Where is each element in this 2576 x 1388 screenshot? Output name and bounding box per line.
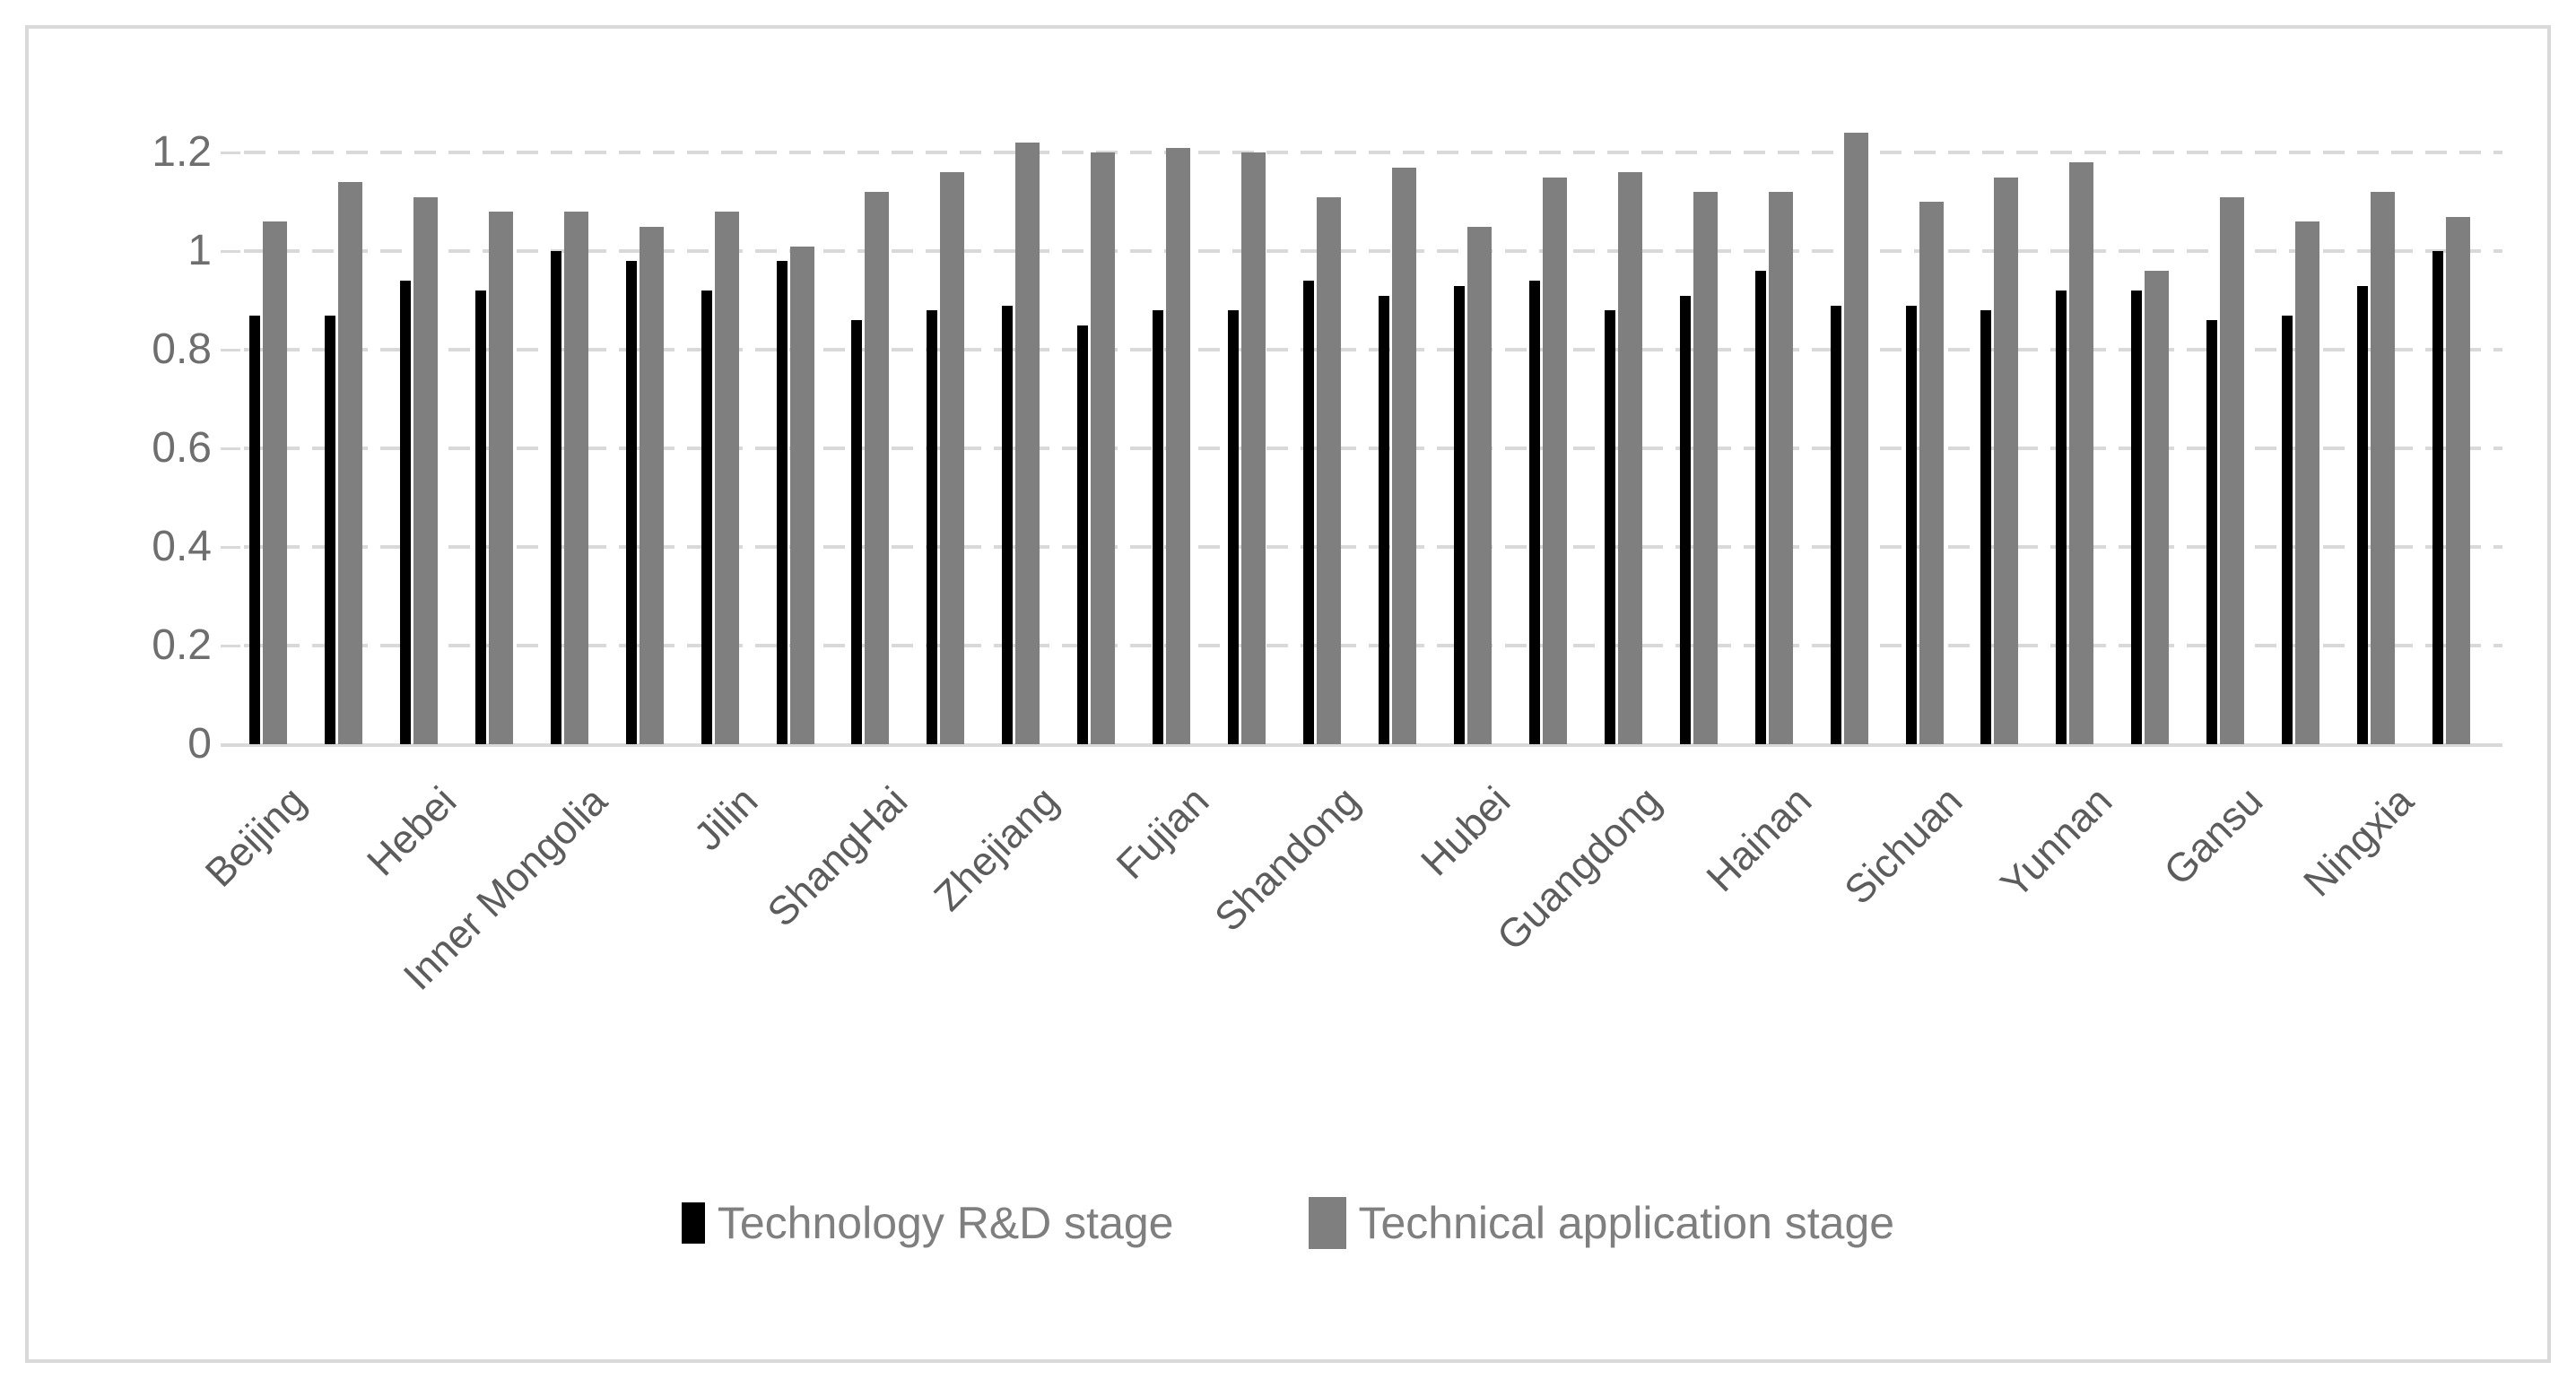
bar-technology-r-d-stage-3 — [399, 281, 411, 744]
bar-technology-r-d-stage-25 — [2056, 291, 2067, 744]
bar-technology-r-d-stage-8 — [776, 261, 788, 744]
bar-technology-r-d-stage-16 — [1379, 295, 1389, 744]
bar-technology-r-d-stage-4 — [474, 291, 486, 744]
x-axis-line — [221, 743, 2502, 747]
legend-item-technical-application-stage: Technical application stage — [1308, 1197, 1895, 1249]
bar-technical-application-stage-1 — [263, 221, 287, 744]
figure-border — [25, 25, 2551, 1363]
gridline-0.8 — [244, 348, 2502, 351]
bar-technology-r-d-stage-29 — [2357, 285, 2369, 744]
gridline-0.6 — [244, 447, 2502, 450]
bar-technical-application-stage-11 — [1015, 143, 1040, 744]
bar-technology-r-d-stage-9 — [851, 320, 863, 744]
bar-technology-r-d-stage-1 — [249, 315, 260, 744]
bar-technical-application-stage-6 — [639, 226, 664, 744]
y-tick-label: 0.4 — [152, 523, 212, 570]
bar-technical-application-stage-4 — [488, 212, 513, 744]
bar-technical-application-stage-21 — [1768, 192, 1793, 744]
bar-technical-application-stage-3 — [413, 196, 438, 744]
bar-technical-application-stage-30 — [2446, 216, 2471, 744]
y-tick-1 — [221, 250, 240, 253]
bar-technology-r-d-stage-28 — [2282, 315, 2293, 744]
bar-technology-r-d-stage-18 — [1528, 281, 1540, 744]
y-tick-label: 0.2 — [152, 621, 212, 669]
bar-technical-application-stage-27 — [2220, 196, 2245, 744]
y-tick-0.6 — [221, 447, 240, 450]
bar-technical-application-stage-7 — [714, 212, 739, 744]
legend-swatch-technology-rnd-stage — [681, 1202, 705, 1244]
bar-technology-r-d-stage-19 — [1604, 310, 1615, 744]
bar-technology-r-d-stage-24 — [1980, 310, 1992, 744]
gridline-1.2 — [244, 151, 2502, 154]
gridline-0.4 — [244, 545, 2502, 549]
bar-technical-application-stage-24 — [1994, 177, 2019, 744]
legend-swatch-technical-application-stage — [1308, 1197, 1346, 1249]
legend: Technology R&D stage Technical applicati… — [0, 1197, 2576, 1249]
bar-technology-r-d-stage-27 — [2206, 320, 2218, 744]
bar-technical-application-stage-5 — [563, 212, 588, 744]
bar-technology-r-d-stage-7 — [701, 291, 712, 744]
y-tick-label: 0.8 — [152, 325, 212, 373]
y-tick-label: 1.2 — [152, 128, 212, 176]
bar-technical-application-stage-20 — [1693, 192, 1718, 744]
bar-technical-application-stage-10 — [940, 172, 965, 744]
bar-technology-r-d-stage-6 — [625, 261, 637, 744]
bar-technology-r-d-stage-26 — [2131, 291, 2143, 744]
bar-technology-r-d-stage-15 — [1303, 281, 1315, 744]
bar-technical-application-stage-13 — [1166, 147, 1191, 744]
bar-technical-application-stage-2 — [337, 182, 362, 744]
bar-technical-application-stage-8 — [789, 246, 814, 744]
bar-technology-r-d-stage-23 — [1905, 305, 1917, 744]
bar-technology-r-d-stage-5 — [550, 251, 561, 744]
bar-technology-r-d-stage-14 — [1228, 310, 1240, 744]
bar-technical-application-stage-16 — [1392, 167, 1416, 744]
bar-technical-application-stage-29 — [2371, 192, 2396, 744]
legend-label-technology-rnd-stage: Technology R&D stage — [717, 1198, 1174, 1248]
y-tick-0.2 — [221, 645, 240, 647]
gridline-0.2 — [244, 644, 2502, 647]
y-tick-0.4 — [221, 546, 240, 549]
bar-technical-application-stage-19 — [1617, 172, 1642, 744]
bar-technical-application-stage-15 — [1317, 196, 1342, 744]
y-tick-label: 1 — [187, 227, 212, 274]
bar-technology-r-d-stage-17 — [1453, 285, 1465, 744]
bar-technical-application-stage-28 — [2295, 221, 2320, 744]
bar-technical-application-stage-26 — [2145, 271, 2170, 744]
bar-technical-application-stage-9 — [865, 192, 890, 744]
bar-technical-application-stage-14 — [1241, 152, 1266, 744]
bar-technology-r-d-stage-10 — [927, 310, 938, 744]
gridline-1 — [244, 249, 2502, 253]
bar-technical-application-stage-25 — [2069, 162, 2094, 744]
bar-technology-r-d-stage-22 — [1830, 305, 1841, 744]
y-tick-label: 0 — [187, 720, 212, 768]
legend-label-technical-application-stage: Technical application stage — [1358, 1198, 1895, 1248]
bar-technology-r-d-stage-30 — [2432, 251, 2444, 744]
bar-technology-r-d-stage-20 — [1679, 295, 1691, 744]
y-tick-0.8 — [221, 349, 240, 351]
bar-technical-application-stage-23 — [1919, 202, 1944, 744]
y-tick-1.2 — [221, 152, 240, 154]
bar-technology-r-d-stage-13 — [1153, 310, 1164, 744]
bar-technical-application-stage-22 — [1843, 133, 1868, 744]
legend-item-technology-rnd-stage: Technology R&D stage — [681, 1197, 1174, 1249]
bar-technology-r-d-stage-12 — [1077, 325, 1089, 744]
y-tick-label: 0.6 — [152, 424, 212, 472]
bar-technical-application-stage-12 — [1091, 152, 1116, 744]
bar-technology-r-d-stage-11 — [1002, 305, 1014, 744]
bar-technology-r-d-stage-2 — [324, 315, 335, 744]
bar-technical-application-stage-17 — [1466, 226, 1492, 744]
bar-technology-r-d-stage-21 — [1754, 271, 1766, 744]
bar-technical-application-stage-18 — [1542, 177, 1567, 744]
